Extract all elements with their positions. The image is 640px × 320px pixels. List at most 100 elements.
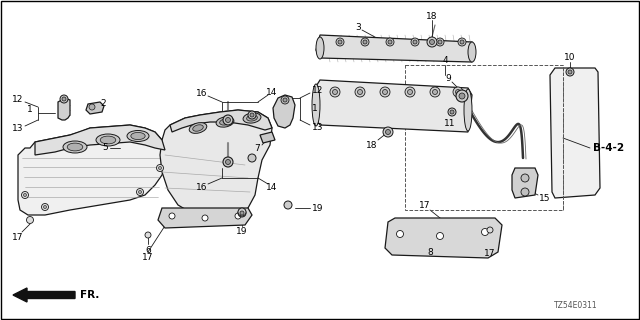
Ellipse shape [100, 136, 116, 144]
Ellipse shape [246, 115, 257, 121]
Polygon shape [512, 168, 538, 198]
Circle shape [459, 93, 465, 99]
Text: FR.: FR. [80, 290, 99, 300]
Polygon shape [35, 125, 165, 155]
Polygon shape [86, 102, 104, 114]
Circle shape [223, 157, 233, 167]
Ellipse shape [193, 125, 204, 131]
Ellipse shape [96, 134, 120, 146]
Circle shape [248, 154, 256, 162]
Circle shape [330, 87, 340, 97]
Ellipse shape [468, 42, 476, 62]
Circle shape [235, 213, 241, 219]
Text: 6: 6 [145, 245, 151, 254]
Ellipse shape [243, 113, 261, 123]
Text: 14: 14 [266, 182, 278, 191]
Text: 9: 9 [445, 74, 451, 83]
Polygon shape [273, 95, 295, 128]
Text: 19: 19 [236, 227, 248, 236]
Text: 16: 16 [196, 89, 208, 98]
Circle shape [240, 211, 244, 215]
Polygon shape [385, 218, 502, 258]
Circle shape [333, 90, 337, 94]
Text: B-4-2: B-4-2 [593, 143, 624, 153]
Circle shape [138, 190, 141, 194]
Text: 10: 10 [564, 52, 576, 61]
Polygon shape [160, 110, 272, 218]
Text: 2: 2 [100, 99, 106, 108]
Ellipse shape [316, 37, 324, 59]
Circle shape [136, 188, 143, 196]
Text: 17: 17 [142, 253, 154, 262]
Text: 4: 4 [442, 55, 448, 65]
Circle shape [481, 228, 488, 236]
Polygon shape [170, 110, 272, 132]
Circle shape [44, 205, 47, 209]
Circle shape [223, 115, 233, 125]
Circle shape [248, 111, 256, 119]
Text: 14: 14 [266, 87, 278, 97]
Circle shape [363, 40, 367, 44]
Ellipse shape [67, 143, 83, 151]
Circle shape [60, 95, 68, 103]
Circle shape [413, 40, 417, 44]
Circle shape [429, 39, 435, 44]
Circle shape [89, 104, 95, 110]
Polygon shape [58, 98, 70, 120]
Circle shape [26, 217, 33, 223]
Polygon shape [550, 68, 600, 198]
Text: 17: 17 [12, 233, 24, 242]
Text: 12: 12 [312, 85, 324, 94]
Polygon shape [315, 80, 472, 132]
Circle shape [430, 87, 440, 97]
Circle shape [24, 194, 26, 196]
Circle shape [385, 130, 390, 134]
Text: 1: 1 [27, 105, 33, 114]
Circle shape [202, 215, 208, 221]
Circle shape [145, 232, 151, 238]
Text: 17: 17 [419, 201, 431, 210]
Circle shape [460, 40, 464, 44]
Circle shape [42, 204, 49, 211]
Ellipse shape [131, 132, 145, 140]
Text: TZ54E0311: TZ54E0311 [554, 301, 598, 310]
Circle shape [388, 40, 392, 44]
Circle shape [448, 108, 456, 116]
Circle shape [487, 227, 493, 233]
Circle shape [397, 230, 403, 237]
Ellipse shape [220, 119, 230, 125]
Circle shape [433, 90, 438, 94]
Text: 13: 13 [12, 124, 24, 132]
Circle shape [383, 127, 393, 137]
Circle shape [355, 87, 365, 97]
Polygon shape [158, 208, 252, 228]
Circle shape [238, 208, 246, 216]
Circle shape [453, 87, 463, 97]
Circle shape [411, 38, 419, 46]
Circle shape [338, 40, 342, 44]
Text: 16: 16 [196, 182, 208, 191]
Circle shape [383, 90, 387, 94]
Circle shape [405, 87, 415, 97]
Ellipse shape [189, 123, 207, 133]
FancyArrow shape [13, 288, 75, 302]
Text: 3: 3 [355, 22, 361, 31]
Text: 18: 18 [366, 140, 378, 149]
Circle shape [62, 97, 66, 101]
Text: 13: 13 [312, 123, 324, 132]
Circle shape [22, 191, 29, 198]
Circle shape [225, 159, 230, 164]
Circle shape [438, 40, 442, 44]
Polygon shape [260, 132, 275, 143]
Circle shape [380, 87, 390, 97]
Text: 5: 5 [102, 142, 108, 151]
Circle shape [458, 38, 466, 46]
Text: 8: 8 [427, 247, 433, 257]
Circle shape [521, 174, 529, 182]
Circle shape [408, 90, 413, 94]
Circle shape [159, 166, 161, 170]
Text: 17: 17 [484, 250, 496, 259]
Ellipse shape [127, 131, 149, 141]
Circle shape [336, 38, 344, 46]
Circle shape [238, 209, 246, 217]
